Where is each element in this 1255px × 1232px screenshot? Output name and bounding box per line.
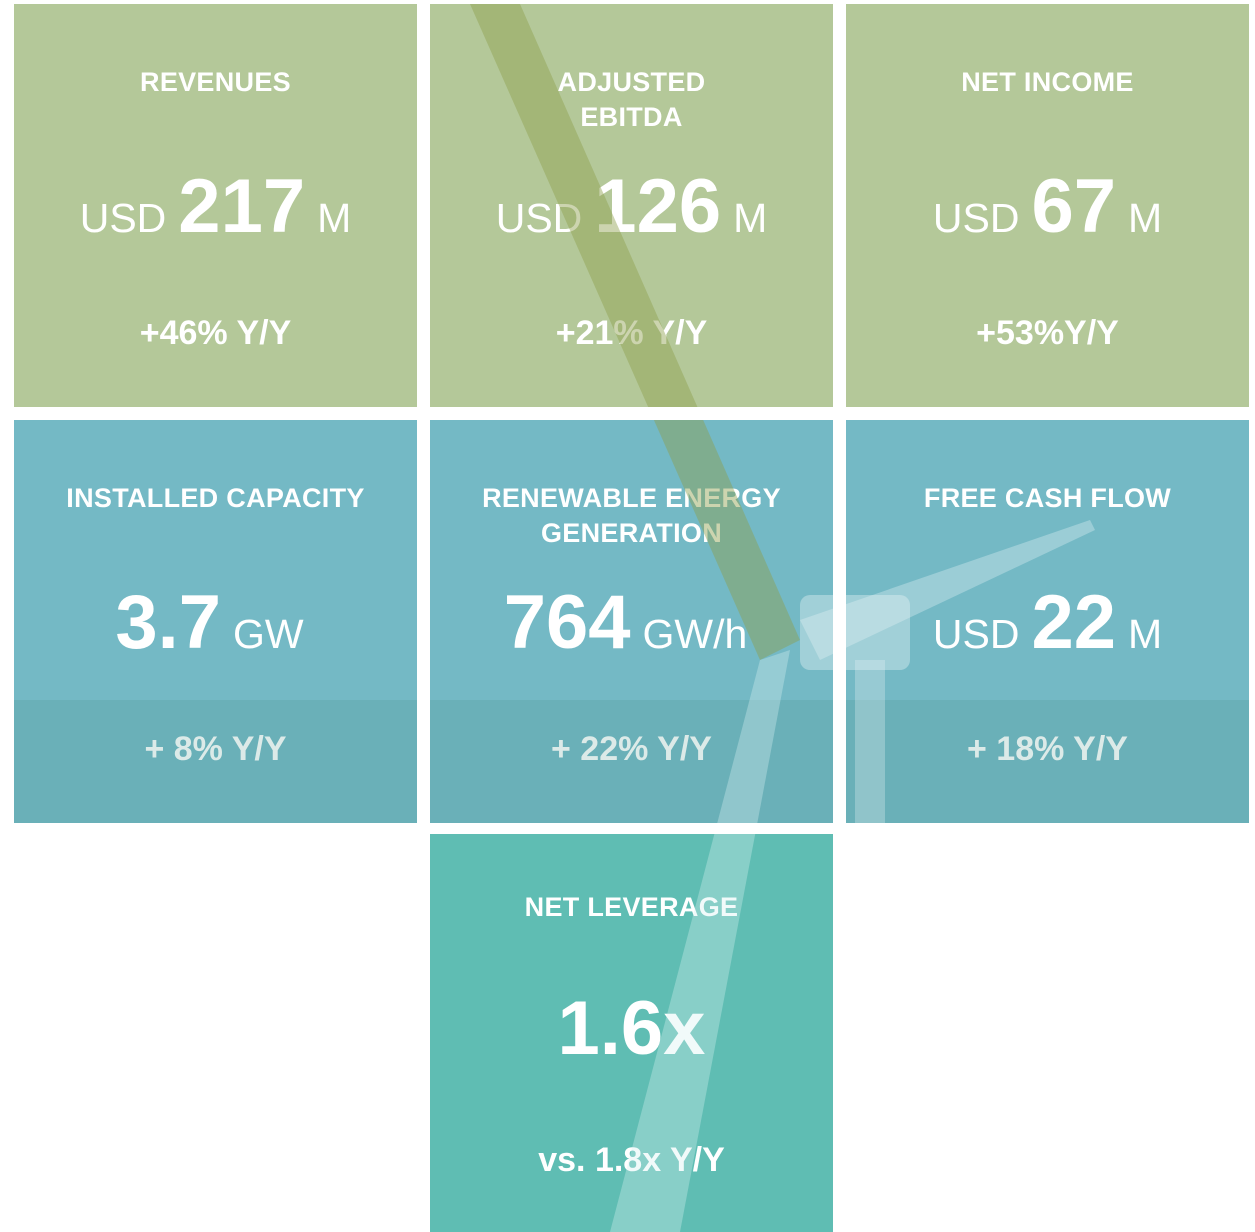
value-number: 22 — [1031, 580, 1116, 665]
tile-title: INSTALLED CAPACITY — [14, 481, 417, 516]
title-line: RENEWABLE ENERGY — [482, 483, 781, 513]
value-number: 217 — [178, 164, 306, 249]
value-number: 126 — [594, 164, 722, 249]
kpi-tile: REVENUES USD 217 M +46% Y/Y — [14, 4, 417, 407]
tile-title: NET INCOME — [846, 65, 1249, 100]
title-line: ADJUSTED — [557, 67, 706, 97]
title-line: NET LEVERAGE — [524, 892, 739, 922]
tile-title: ADJUSTED EBITDA — [430, 65, 833, 135]
value-unit: M — [733, 195, 768, 241]
tile-change: +53%Y/Y — [976, 314, 1119, 352]
value-number: 764 — [503, 580, 631, 665]
title-line: REVENUES — [140, 67, 291, 97]
tile-value: USD 67 M — [846, 162, 1249, 252]
kpi-tile: ADJUSTED EBITDA USD 126 M +21% Y/Y — [430, 4, 833, 407]
value-unit: M — [1127, 611, 1163, 657]
tile-value: 764 GW/h — [430, 578, 833, 668]
tile-change: + 18% Y/Y — [967, 730, 1128, 768]
tile-value: USD 217 M — [14, 162, 417, 252]
title-line: INSTALLED CAPACITY — [66, 483, 365, 513]
tile-change: +46% Y/Y — [139, 314, 292, 352]
tile-value: 3.7 GW — [14, 578, 417, 668]
tile-change: +21% Y/Y — [555, 314, 708, 352]
kpi-tile: FREE CASH FLOW USD 22 M + 18% Y/Y — [846, 420, 1249, 823]
title-line: NET INCOME — [961, 67, 1134, 97]
tile-title: FREE CASH FLOW — [846, 481, 1249, 516]
kpi-tile: RENEWABLE ENERGY GENERATION 764 GW/h + 22% Y… — [430, 420, 833, 823]
tile-change: vs. 1.8x Y/Y — [538, 1141, 725, 1179]
tile-change: + 8% Y/Y — [144, 730, 287, 768]
tile-title: RENEWABLE ENERGY GENERATION — [430, 481, 833, 551]
kpi-tile: NET LEVERAGE 1.6x vs. 1.8x Y/Y — [430, 834, 833, 1232]
value-number: 1.6x — [557, 986, 706, 1071]
value-prefix: USD — [932, 611, 1020, 657]
title-line: FREE CASH FLOW — [923, 483, 1172, 513]
value-unit: GW/h — [642, 611, 748, 657]
value-unit: GW — [233, 611, 304, 657]
title-line: EBITDA — [580, 102, 683, 132]
kpi-tile: INSTALLED CAPACITY 3.7 GW + 8% Y/Y — [14, 420, 417, 823]
value-prefix: USD — [79, 195, 167, 241]
tile-title: NET LEVERAGE — [430, 890, 833, 925]
value-prefix: USD — [932, 195, 1020, 241]
title-line: GENERATION — [540, 518, 722, 548]
tile-title: REVENUES — [14, 65, 417, 100]
tile-value: USD 126 M — [430, 162, 833, 252]
value-number: 67 — [1031, 164, 1116, 249]
tile-value: 1.6x — [430, 984, 833, 1074]
value-unit: M — [317, 195, 352, 241]
value-number: 3.7 — [115, 580, 222, 665]
tile-change: + 22% Y/Y — [551, 730, 712, 768]
value-prefix: USD — [495, 195, 583, 241]
value-unit: M — [1127, 195, 1163, 241]
kpi-tile: NET INCOME USD 67 M +53%Y/Y — [846, 4, 1249, 407]
tile-value: USD 22 M — [846, 578, 1249, 668]
